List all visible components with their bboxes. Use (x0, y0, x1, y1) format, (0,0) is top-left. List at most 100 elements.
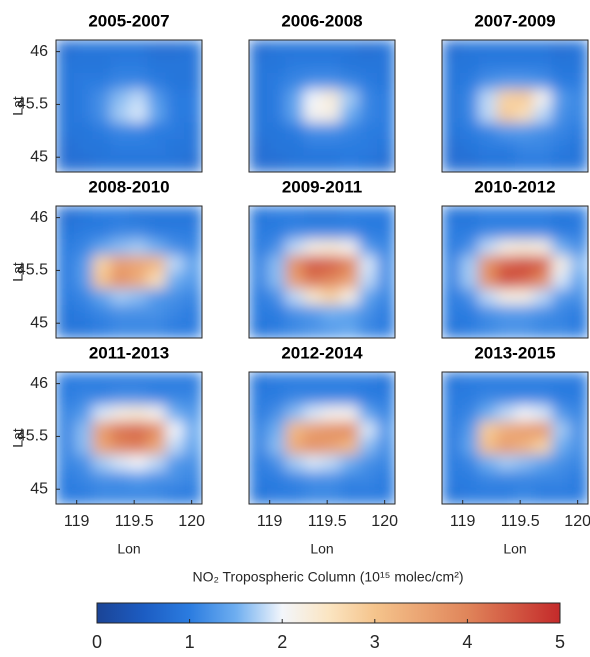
heat-cell (515, 139, 534, 156)
heat-cell (570, 90, 589, 107)
heat-cell (340, 139, 359, 156)
heat-cell (340, 272, 359, 289)
heat-cell (479, 422, 498, 439)
heat-cell (184, 289, 203, 306)
heat-cell (460, 73, 479, 90)
heat-cell (166, 471, 185, 488)
heat-cell (340, 123, 359, 140)
heat-cell (533, 73, 552, 90)
heatmap-panel (56, 206, 203, 339)
heat-cell (340, 422, 359, 439)
heat-cell (442, 322, 461, 339)
heat-cell (93, 73, 112, 90)
heat-cell (359, 156, 378, 173)
heat-cell (56, 305, 75, 322)
heat-cell (533, 305, 552, 322)
heat-cell (340, 305, 359, 322)
heat-cell (460, 272, 479, 289)
heat-cell (479, 106, 498, 123)
heat-cell (359, 488, 378, 505)
heat-cell (497, 73, 516, 90)
heat-cell (359, 455, 378, 472)
heat-cell (322, 272, 341, 289)
heat-cell (377, 90, 396, 107)
heat-cell (74, 73, 93, 90)
heat-cell (533, 372, 552, 389)
heat-cell (286, 239, 305, 256)
heat-cell (479, 40, 498, 57)
heat-cell (377, 57, 396, 74)
heat-cell (515, 289, 534, 306)
heat-cell (359, 139, 378, 156)
heat-cell (533, 106, 552, 123)
heat-cell (304, 256, 323, 273)
heat-cell (497, 239, 516, 256)
heat-cell (570, 322, 589, 339)
heat-cell (322, 289, 341, 306)
heat-cell (129, 488, 148, 505)
heatmap-cells (56, 206, 203, 339)
heat-cell (460, 422, 479, 439)
heat-cell (377, 139, 396, 156)
heatmap-cells (442, 372, 589, 505)
heat-cell (515, 488, 534, 505)
heat-cell (322, 123, 341, 140)
heat-cell (552, 40, 571, 57)
heat-cell (442, 123, 461, 140)
y-axis-label: Lat (10, 428, 26, 448)
heat-cell (286, 305, 305, 322)
heat-cell (322, 305, 341, 322)
heat-cell (111, 106, 130, 123)
heat-cell (166, 206, 185, 223)
heat-cell (56, 471, 75, 488)
heat-cell (497, 471, 516, 488)
heat-cell (359, 389, 378, 406)
heat-cell (340, 372, 359, 389)
heat-cell (377, 272, 396, 289)
heat-cell (515, 73, 534, 90)
heat-cell (56, 389, 75, 406)
heat-cell (286, 206, 305, 223)
heat-cell (340, 488, 359, 505)
heat-cell (56, 156, 75, 173)
x-tick-label: 119 (64, 513, 90, 530)
heat-cell (340, 156, 359, 173)
heat-cell (74, 123, 93, 140)
heat-cell (249, 40, 268, 57)
heat-cell (304, 139, 323, 156)
heat-cell (340, 438, 359, 455)
heat-cell (533, 289, 552, 306)
heat-cell (377, 206, 396, 223)
heat-cell (552, 455, 571, 472)
heat-cell (184, 223, 203, 240)
heat-cell (267, 156, 286, 173)
heat-cell (267, 389, 286, 406)
heat-cell (442, 73, 461, 90)
panel-title: 2012-2014 (281, 343, 363, 362)
panel-title: 2005-2007 (88, 11, 169, 30)
heat-cell (56, 239, 75, 256)
heat-cell (322, 139, 341, 156)
heat-cell (442, 139, 461, 156)
heat-cell (340, 239, 359, 256)
heat-cell (267, 106, 286, 123)
heat-cell (286, 123, 305, 140)
heat-cell (515, 305, 534, 322)
heat-cell (377, 123, 396, 140)
heat-cell (570, 422, 589, 439)
heat-cell (166, 223, 185, 240)
heat-cell (286, 57, 305, 74)
heat-cell (147, 272, 166, 289)
heat-cell (286, 455, 305, 472)
y-tick-label: 45 (30, 480, 48, 497)
heat-cell (286, 272, 305, 289)
heat-cell (570, 239, 589, 256)
heat-cell (93, 422, 112, 439)
heat-cell (267, 372, 286, 389)
heat-cell (249, 156, 268, 173)
heat-cell (267, 471, 286, 488)
heat-cell (359, 289, 378, 306)
heat-cell (74, 405, 93, 422)
heat-cell (322, 57, 341, 74)
heat-cell (570, 206, 589, 223)
